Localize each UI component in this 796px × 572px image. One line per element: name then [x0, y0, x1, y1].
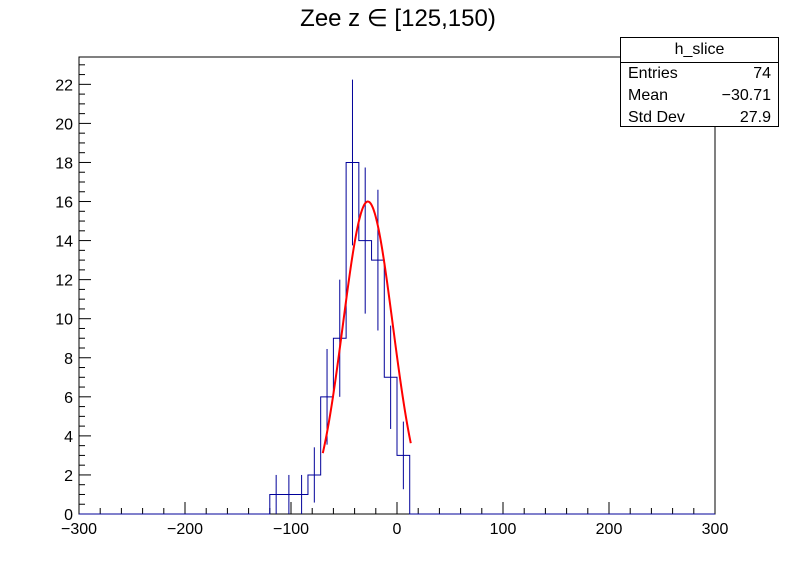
y-tick-label: 18 — [55, 155, 73, 172]
x-tick-label: 0 — [393, 521, 402, 538]
fit-curve — [321, 200, 412, 454]
y-tick-label: 14 — [55, 234, 73, 251]
stats-label: Mean — [628, 87, 669, 104]
y-tick-label: 10 — [55, 312, 73, 329]
stats-row-mean: Mean −30.71 — [621, 85, 778, 107]
stats-row-entries: Entries 74 — [621, 63, 778, 85]
histogram-outline — [79, 161, 715, 515]
stats-box: h_slice Entries 74 Mean −30.71 Std Dev 2… — [620, 37, 779, 127]
stats-value: 27.9 — [739, 109, 771, 126]
x-tick-label: 100 — [490, 521, 517, 538]
x-tick-label: 200 — [596, 521, 623, 538]
gaussian-fit-line — [321, 200, 412, 454]
x-tick-label: 300 — [702, 521, 729, 538]
error-bars — [275, 79, 404, 514]
y-tick-label: 16 — [55, 195, 73, 212]
stats-title: h_slice — [621, 38, 778, 63]
y-tick-label: 6 — [64, 390, 73, 407]
y-tick-label: 22 — [55, 77, 73, 94]
histogram — [79, 161, 715, 515]
x-tick-label: −100 — [273, 521, 309, 538]
y-tick-label: 4 — [64, 429, 73, 446]
stats-value: −30.71 — [721, 87, 771, 104]
stats-value: 74 — [753, 65, 771, 82]
x-tick-label: −200 — [167, 521, 203, 538]
y-tick-label: 20 — [55, 116, 73, 133]
y-tick-label: 12 — [55, 273, 73, 290]
axes: −300 −200 −100 0 100 200 300 0 2 4 6 8 10 12 14 16 18 20 2… — [55, 64, 729, 538]
y-tick-label: 8 — [64, 351, 73, 368]
chart-title: Zee z ∈ [125,150) — [300, 5, 496, 32]
x-tick-label: −300 — [61, 521, 97, 538]
stats-label: Std Dev — [628, 109, 685, 126]
y-tick-label: 2 — [64, 468, 73, 485]
stats-label: Entries — [628, 65, 678, 82]
stats-row-stddev: Std Dev 27.9 — [621, 107, 778, 129]
y-tick-label: 0 — [64, 507, 73, 524]
